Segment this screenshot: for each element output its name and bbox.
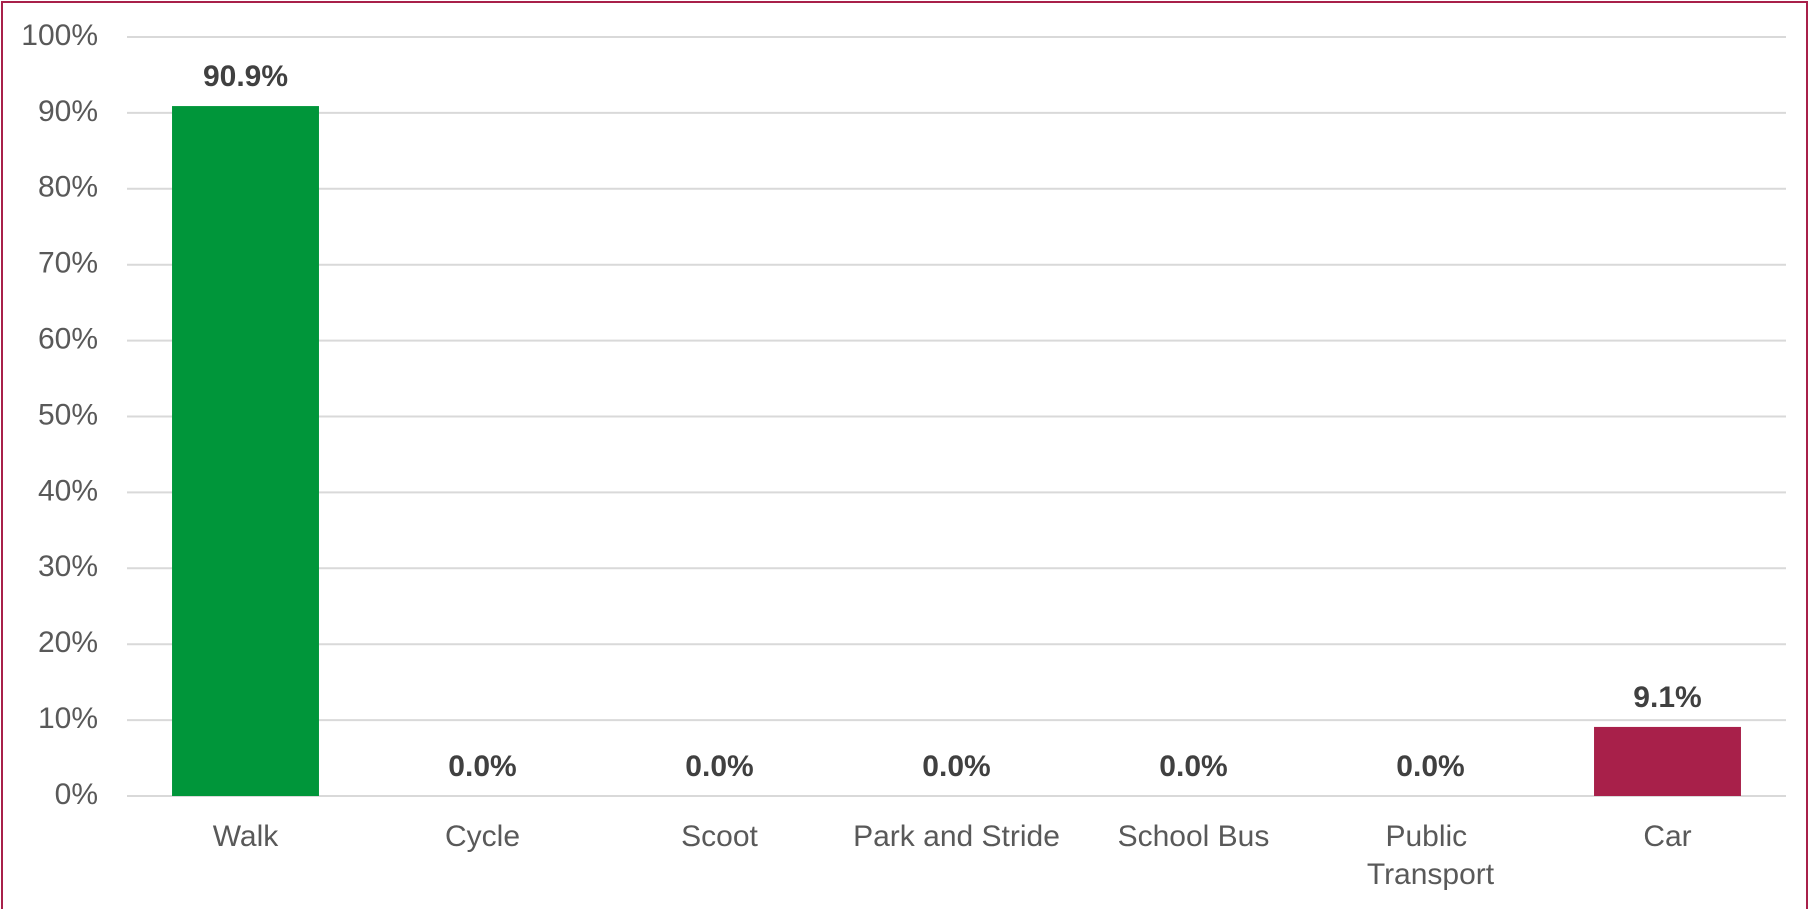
- data-label: 0.0%: [1159, 750, 1227, 783]
- y-tick-label: 70%: [38, 247, 98, 280]
- y-tick-label: 30%: [38, 550, 98, 583]
- y-tick-label: 0%: [55, 778, 98, 811]
- x-tick-label: Cycle: [445, 820, 520, 853]
- y-tick-label: 40%: [38, 474, 98, 507]
- data-label: 0.0%: [448, 750, 516, 783]
- x-tick-label: Car: [1643, 820, 1691, 853]
- x-tick-label: Walk: [213, 820, 280, 853]
- data-label: 0.0%: [1396, 750, 1464, 783]
- x-tick-label: Park and Stride: [853, 820, 1060, 853]
- data-label: 90.9%: [203, 60, 288, 93]
- data-label: 0.0%: [922, 750, 990, 783]
- y-tick-label: 90%: [38, 95, 98, 128]
- y-tick-label: 100%: [21, 19, 98, 52]
- bar: [1594, 726, 1741, 796]
- bar: [172, 106, 319, 797]
- data-label: 0.0%: [685, 750, 753, 783]
- y-tick-label: 20%: [38, 626, 98, 659]
- y-tick-label: 80%: [38, 171, 98, 204]
- y-tick-label: 50%: [38, 398, 98, 431]
- data-label: 9.1%: [1633, 681, 1701, 714]
- x-tick-label: School Bus: [1118, 820, 1270, 853]
- y-tick-label: 10%: [38, 702, 98, 735]
- x-tick-label: Public Transport: [1367, 820, 1495, 891]
- y-tick-label: 60%: [38, 323, 98, 356]
- x-tick-label: Scoot: [681, 820, 758, 853]
